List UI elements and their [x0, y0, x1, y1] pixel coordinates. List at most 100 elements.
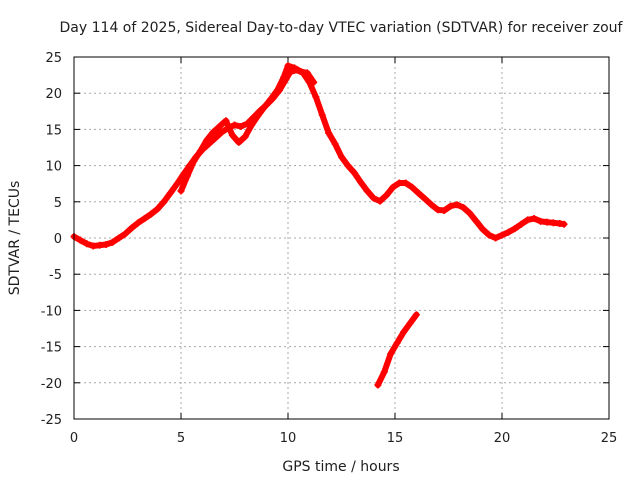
data-point	[415, 189, 423, 197]
data-point	[382, 191, 390, 199]
y-tick-label: 15	[45, 123, 62, 138]
data-point	[196, 147, 204, 155]
data-point	[235, 138, 243, 146]
y-tick-label: 5	[54, 196, 62, 211]
data-point	[147, 210, 155, 218]
data-point	[376, 197, 384, 205]
data-point	[338, 153, 345, 161]
data-point	[284, 62, 292, 70]
data-point	[421, 195, 429, 203]
data-point	[248, 121, 256, 129]
grid	[74, 57, 609, 419]
y-tick-label: 0	[54, 232, 62, 247]
data-point	[524, 216, 532, 224]
data-point	[237, 123, 245, 131]
data-point	[153, 205, 161, 213]
x-tick-label: 0	[70, 431, 78, 446]
data-point	[363, 187, 371, 195]
data-point	[402, 179, 410, 187]
data-point	[96, 241, 104, 249]
data-point	[498, 231, 506, 239]
x-tick-label: 10	[280, 431, 297, 446]
series-layer	[70, 62, 568, 389]
data-point	[406, 319, 414, 327]
y-axis-title: SDTVAR / TECUs	[7, 181, 23, 296]
data-point	[303, 69, 311, 77]
data-point	[76, 236, 84, 244]
data-point	[160, 198, 168, 206]
data-point	[141, 214, 149, 222]
plot-frame	[73, 56, 610, 420]
data-point	[115, 234, 123, 242]
data-point	[357, 178, 365, 186]
data-point	[318, 111, 326, 119]
x-tick-label: 20	[494, 431, 511, 446]
data-point	[395, 179, 403, 187]
data-point	[427, 201, 435, 209]
data-point	[102, 241, 110, 249]
data-point	[312, 93, 320, 101]
series-band	[178, 62, 317, 194]
data-point	[260, 103, 268, 111]
data-point	[517, 220, 525, 228]
y-tick-label: 25	[45, 51, 62, 66]
data-point	[218, 128, 226, 136]
data-point	[280, 73, 288, 81]
data-point	[209, 128, 217, 136]
data-point	[83, 240, 91, 248]
data-point	[241, 133, 249, 141]
data-point	[549, 219, 557, 227]
data-point	[408, 183, 416, 191]
data-point	[228, 131, 236, 139]
x-tick-label: 5	[177, 431, 185, 446]
data-point	[267, 95, 275, 103]
data-point	[331, 140, 339, 148]
data-point	[389, 183, 397, 191]
series-band	[71, 67, 568, 249]
y-tick-label: -5	[49, 268, 62, 283]
data-point	[387, 350, 395, 358]
chart-title: Day 114 of 2025, Sidereal Day-to-day VTE…	[60, 20, 624, 36]
data-point	[479, 225, 487, 233]
y-tick-label: -25	[41, 413, 62, 428]
data-point	[412, 311, 420, 319]
data-point	[89, 242, 97, 250]
data-point	[344, 162, 352, 170]
data-point	[203, 136, 211, 144]
data-point	[485, 231, 493, 239]
data-point	[543, 218, 551, 226]
series-isolated-arc	[374, 311, 420, 389]
data-point	[466, 209, 474, 217]
data-point	[560, 220, 568, 228]
data-point	[459, 204, 467, 212]
x-tick-label: 15	[387, 431, 404, 446]
data-point	[453, 201, 461, 209]
x-tick-label: 25	[601, 431, 618, 446]
data-point	[173, 180, 181, 188]
data-point	[216, 123, 224, 131]
data-point	[434, 206, 442, 214]
data-point	[530, 214, 538, 222]
data-point	[134, 219, 142, 227]
data-point	[231, 121, 238, 129]
data-point	[297, 67, 305, 75]
data-point	[370, 194, 378, 202]
data-point	[128, 224, 136, 232]
data-point	[183, 172, 191, 180]
data-point	[447, 202, 455, 210]
series-second-satellite-arcs	[177, 62, 318, 195]
y-tick-label: 10	[45, 160, 62, 175]
x-axis-title: GPS time / hours	[282, 459, 399, 475]
data-point	[190, 157, 198, 165]
data-point	[290, 64, 298, 72]
data-point	[310, 78, 318, 86]
data-point	[177, 187, 185, 195]
data-point	[273, 86, 281, 94]
data-point	[393, 339, 401, 347]
data-point	[380, 368, 388, 376]
y-tick-label: 20	[45, 87, 62, 102]
data-point	[440, 206, 448, 214]
data-point	[222, 117, 230, 125]
data-point	[166, 189, 174, 197]
